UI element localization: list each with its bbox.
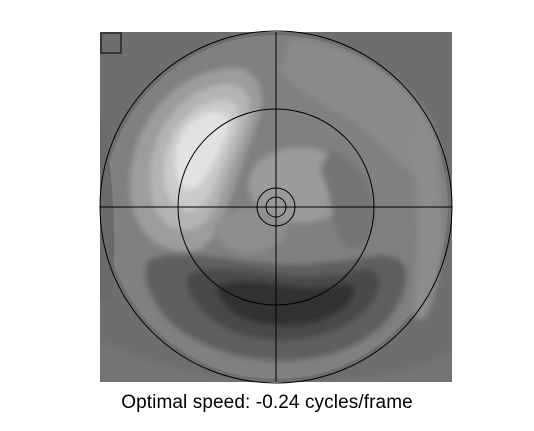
light-lobe-core bbox=[175, 112, 229, 190]
optimal-speed-caption: Optimal speed: -0.24 cycles/frame bbox=[121, 392, 413, 413]
overlay-lines bbox=[99, 30, 453, 384]
dark-crescent-core bbox=[217, 280, 354, 326]
upper-right-band bbox=[280, 40, 439, 176]
center-mid-patch bbox=[214, 208, 286, 252]
right-edge-band bbox=[410, 110, 443, 320]
lower-edge-band bbox=[100, 340, 452, 382]
reference-square bbox=[100, 32, 122, 54]
left-edge-band bbox=[100, 110, 115, 300]
center-right-darker bbox=[320, 150, 374, 250]
